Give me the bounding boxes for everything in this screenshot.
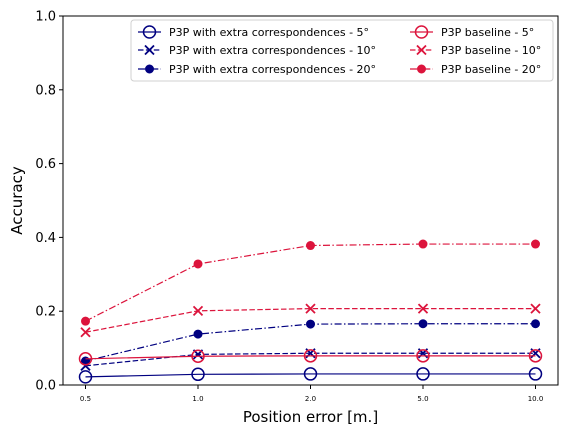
legend-item: P3P baseline - 10° bbox=[410, 44, 541, 57]
data-point bbox=[418, 319, 428, 329]
x-axis-label: Position error [m.] bbox=[243, 408, 378, 426]
data-point bbox=[531, 239, 540, 249]
y-axis-label: Accuracy bbox=[8, 166, 26, 235]
legend-item: P3P with extra correspondences - 20° bbox=[138, 63, 376, 76]
data-point bbox=[78, 352, 93, 366]
series-1 bbox=[78, 367, 543, 384]
data-point bbox=[306, 319, 315, 329]
data-point bbox=[81, 316, 90, 326]
y-tick-label: 0.0 bbox=[35, 379, 56, 394]
legend-marker bbox=[145, 64, 154, 74]
x-tick-label: 10.0 bbox=[528, 395, 544, 403]
x-tick-label: 2.0 bbox=[305, 395, 316, 403]
data-point bbox=[416, 367, 430, 381]
legend-label: P3P with extra correspondences - 5° bbox=[169, 26, 369, 39]
data-point bbox=[193, 329, 203, 339]
legend-label: P3P baseline - 10° bbox=[441, 44, 541, 57]
legend-label: P3P baseline - 5° bbox=[441, 26, 534, 39]
series-3 bbox=[81, 319, 540, 366]
y-axis: 0.0 0.2 0.4 0.6 0.8 1.0 bbox=[35, 10, 63, 394]
data-point bbox=[303, 367, 318, 381]
legend-marker bbox=[417, 64, 426, 74]
legend-label: P3P baseline - 20° bbox=[441, 63, 541, 76]
data-point bbox=[78, 370, 93, 384]
data-point bbox=[306, 241, 315, 251]
data-point bbox=[192, 305, 204, 316]
y-tick-label: 0.6 bbox=[35, 157, 56, 172]
data-point bbox=[531, 319, 540, 329]
series-2 bbox=[80, 348, 541, 371]
data-point bbox=[191, 349, 205, 363]
data-point bbox=[528, 367, 543, 381]
data-point bbox=[418, 239, 428, 249]
series-line bbox=[85, 308, 536, 333]
data-point bbox=[80, 327, 91, 338]
legend-label: P3P with extra correspondences - 20° bbox=[169, 63, 376, 76]
x-tick-label: 5.0 bbox=[417, 395, 428, 403]
series-line bbox=[85, 355, 536, 360]
legend-marker bbox=[144, 44, 155, 56]
legend-box bbox=[130, 19, 554, 82]
data-point bbox=[193, 259, 203, 269]
series-line bbox=[85, 373, 536, 378]
x-tick-label: 1.0 bbox=[192, 395, 203, 403]
legend-item: P3P with extra correspondences - 5° bbox=[138, 25, 369, 39]
series-line bbox=[85, 352, 536, 367]
y-tick-label: 1.0 bbox=[35, 10, 56, 25]
x-axis: 0.5 1.0 2.0 5.0 10.0 bbox=[80, 385, 543, 403]
legend-marker bbox=[414, 25, 429, 39]
legend-marker bbox=[142, 25, 157, 39]
y-tick-label: 0.8 bbox=[35, 83, 56, 98]
legend-item: P3P with extra correspondences - 10° bbox=[138, 44, 376, 57]
data-point bbox=[416, 349, 430, 363]
legend-label: P3P with extra correspondences - 10° bbox=[169, 44, 376, 57]
series-layer bbox=[78, 239, 543, 384]
data-point bbox=[530, 303, 541, 314]
data-point bbox=[528, 349, 543, 363]
legend: P3P with extra correspondences - 5° P3P w… bbox=[130, 19, 554, 82]
data-point bbox=[191, 367, 205, 382]
data-point bbox=[305, 303, 316, 314]
y-tick-label: 0.4 bbox=[35, 231, 56, 246]
y-tick-label: 0.2 bbox=[35, 305, 56, 320]
legend-item: P3P baseline - 5° bbox=[410, 25, 534, 39]
series-5 bbox=[80, 303, 541, 338]
legend-marker bbox=[416, 44, 427, 56]
series-4 bbox=[78, 349, 543, 366]
legend-item: P3P baseline - 20° bbox=[410, 63, 541, 76]
x-tick-label: 0.5 bbox=[80, 395, 91, 403]
data-point bbox=[303, 349, 318, 363]
series-6 bbox=[81, 239, 540, 326]
data-point bbox=[417, 303, 429, 314]
